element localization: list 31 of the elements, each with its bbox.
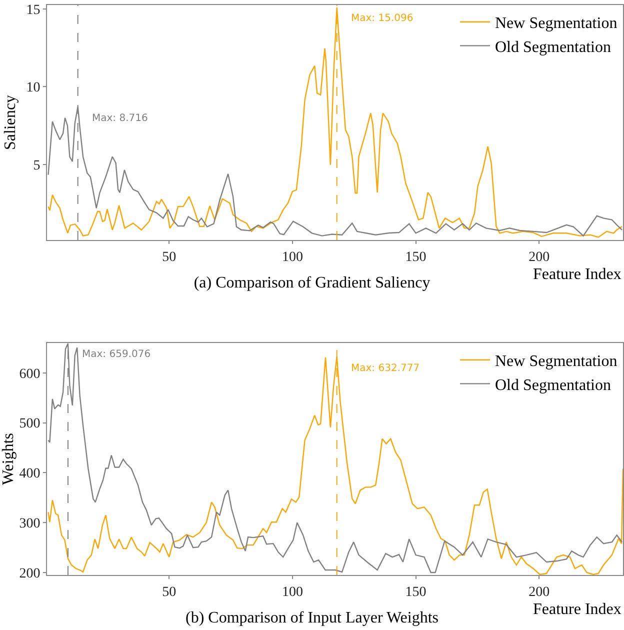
y-axis-title: Saliency — [2, 94, 20, 150]
legend-label: New Segmentation — [495, 353, 618, 370]
y-tick-label: 5 — [33, 158, 40, 174]
annotation: Max: 659.076 — [82, 349, 151, 360]
x-tick-label: 150 — [405, 584, 426, 600]
legend-label: Old Segmentation — [495, 376, 611, 394]
legend-label: New Segmentation — [495, 15, 618, 32]
y-tick-label: 10 — [26, 80, 40, 96]
y-tick-label: 200 — [19, 566, 40, 582]
x-tick-label: 100 — [282, 250, 303, 265]
x-tick-label: 150 — [405, 250, 426, 265]
x-tick-label: 200 — [528, 584, 550, 600]
text: (b) Comparison of Input Layer Weights — [185, 610, 439, 627]
x-tick-label: 50 — [162, 250, 176, 265]
text: (a) Comparison of Gradient Saliency — [194, 274, 430, 292]
line-series — [48, 6, 623, 238]
x-axis-title: Feature Index — [533, 266, 622, 283]
y-tick-label: 500 — [19, 416, 40, 432]
y-tick-label: 600 — [19, 366, 40, 382]
y-axis-title: Weights — [0, 432, 17, 486]
annotation: Max: 632.777 — [351, 363, 420, 374]
legend-label: Old Segmentation — [495, 38, 611, 56]
x-tick-label: 200 — [528, 250, 550, 265]
y-tick-label: 400 — [19, 466, 40, 482]
annotation: Max: 8.716 — [92, 113, 148, 124]
y-tick-label: 15 — [26, 2, 40, 18]
annotation: Max: 15.096 — [351, 13, 414, 24]
y-tick-label: 300 — [19, 516, 40, 532]
x-axis-title: Feature Index — [533, 601, 622, 618]
x-tick-label: 100 — [282, 584, 303, 600]
x-tick-label: 50 — [162, 584, 176, 600]
